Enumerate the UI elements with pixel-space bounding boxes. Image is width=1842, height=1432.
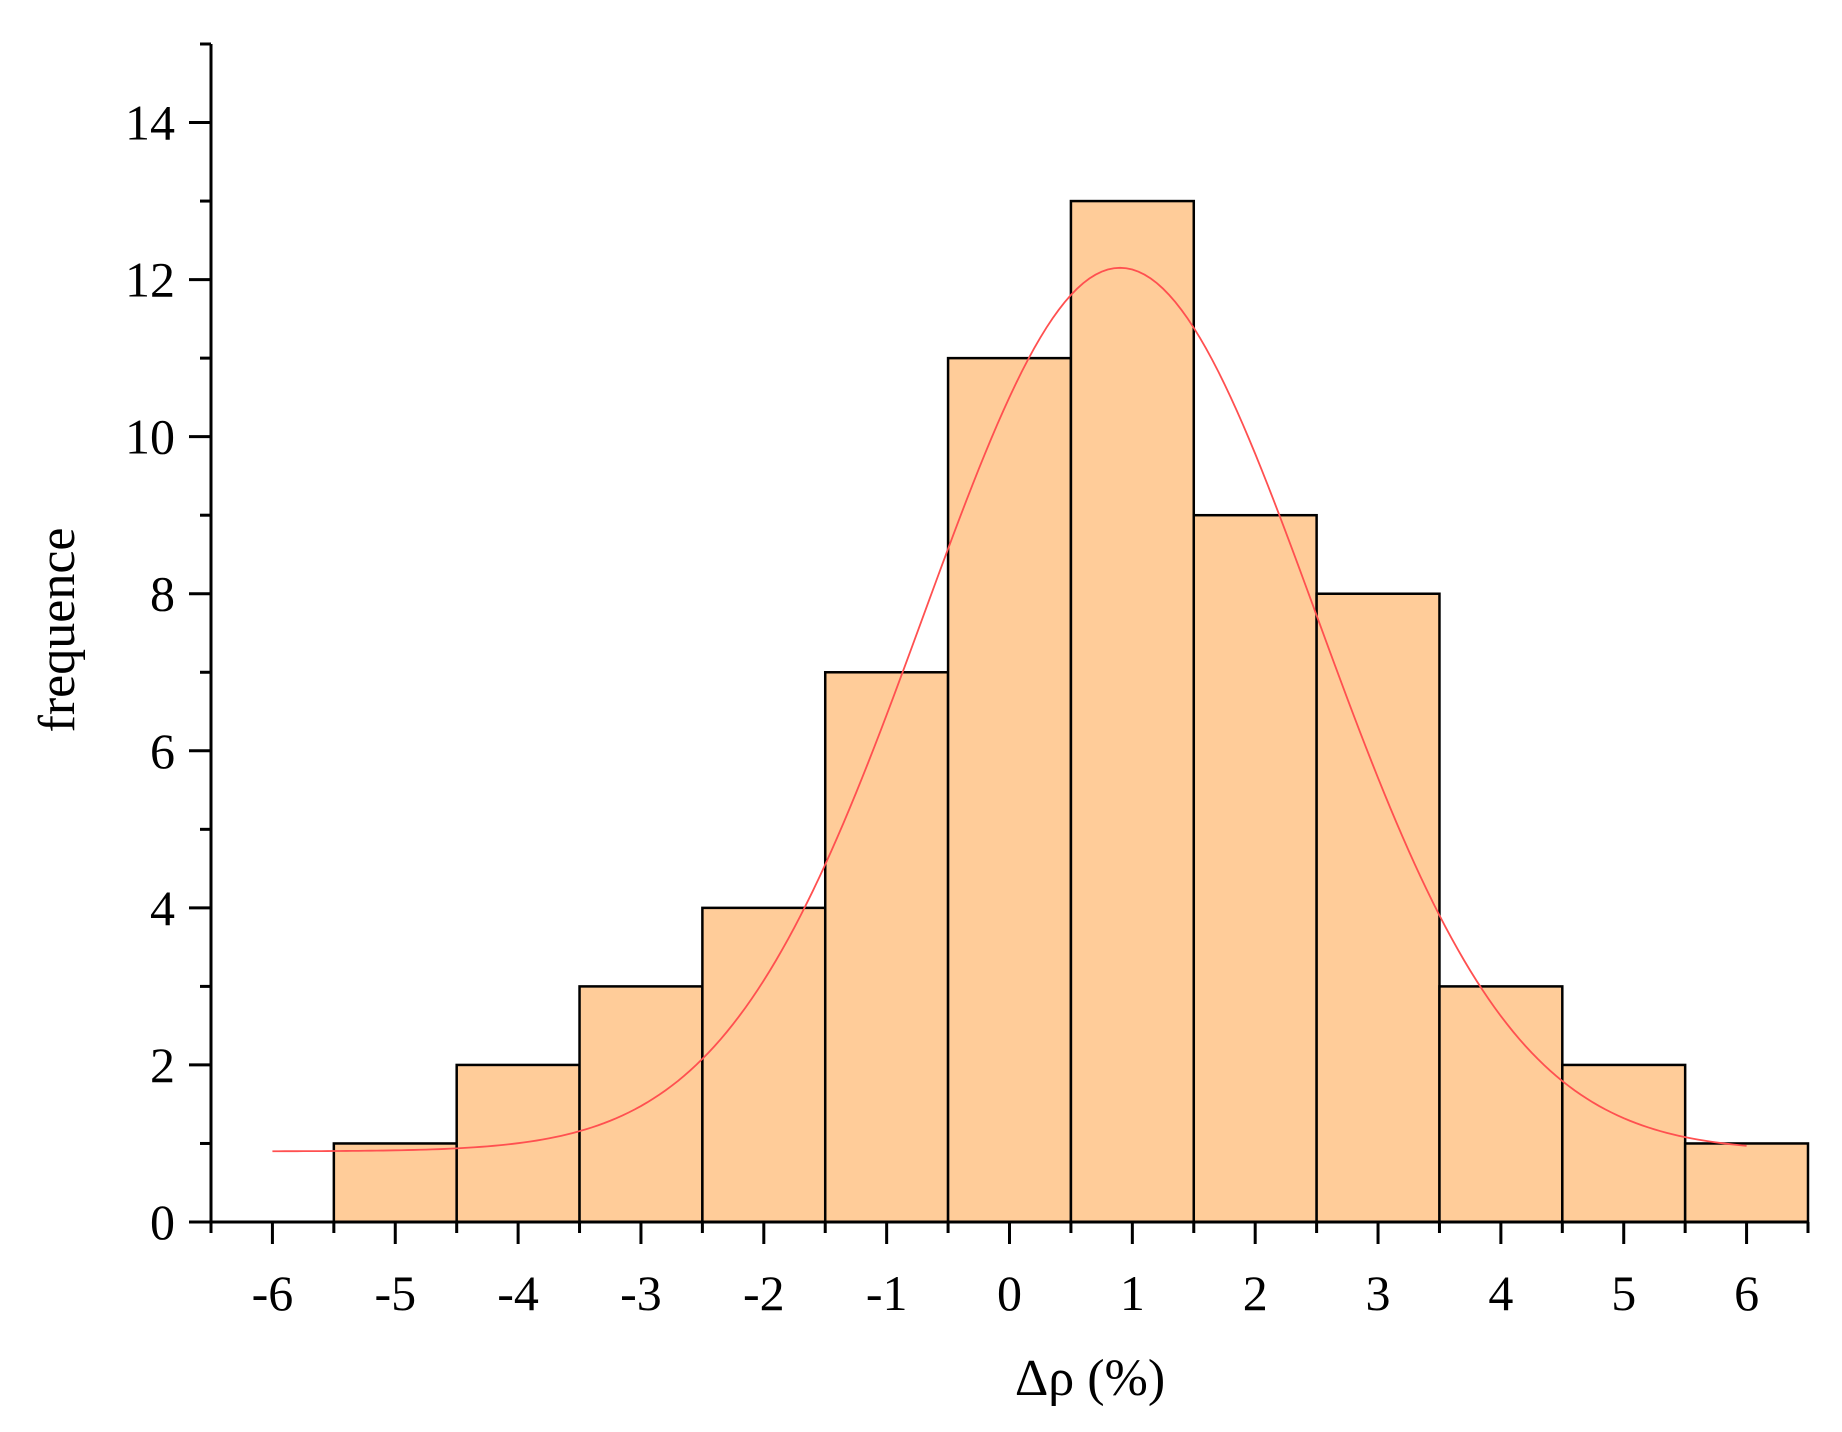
x-axis-tick-labels: -6 -5 -4 -3 -2 -1 0 1 2 3 4 5 6 [252,1265,1759,1321]
x-tick-label: 6 [1734,1265,1759,1321]
histogram-bar-2 [578,985,704,1224]
histogram-bar-11 [1683,1142,1810,1224]
y-axis-ticks [189,42,211,1224]
normal-fit-curve [272,266,1747,1153]
histogram-bar-4 [823,671,950,1224]
x-tick-label: -3 [620,1265,662,1321]
x-tick-label: -4 [497,1265,539,1321]
y-tick-label: 2 [150,1037,175,1093]
x-tick-label: -1 [866,1265,908,1321]
x-axis-title: Δρ (%) [1015,1350,1165,1407]
histogram-bar-0 [332,1142,458,1224]
x-tick-label: 5 [1611,1265,1636,1321]
y-tick-label: 10 [125,409,175,465]
x-tick-label: 1 [1120,1265,1145,1321]
y-axis-title: frequence [29,528,86,733]
histogram-bar-6 [1069,199,1196,1224]
histogram-bar-3 [701,906,827,1224]
y-tick-label: 6 [150,723,175,779]
histogram-bar-10 [1561,1063,1687,1224]
x-tick-label: -2 [743,1265,785,1321]
histogram-bar-5 [946,356,1073,1224]
y-axis-tick-labels: 0 2 4 6 8 10 12 14 [125,95,175,1250]
x-tick-label: 0 [997,1265,1022,1321]
x-tick-label: 4 [1488,1265,1513,1321]
x-axis-ticks [209,1222,1810,1244]
y-tick-label: 4 [150,880,175,936]
y-tick-label: 12 [125,252,175,308]
histogram-bar-9 [1438,985,1564,1224]
y-tick-label: 0 [150,1194,175,1250]
histogram-bar-7 [1192,513,1318,1224]
y-tick-label: 14 [125,95,175,151]
x-tick-label: 3 [1366,1265,1391,1321]
histogram-bar-8 [1315,592,1441,1224]
x-tick-label: -5 [374,1265,416,1321]
histogram-bars [332,199,1810,1224]
x-tick-label: 2 [1243,1265,1268,1321]
x-tick-label: -6 [252,1265,294,1321]
y-tick-label: 8 [150,566,175,622]
